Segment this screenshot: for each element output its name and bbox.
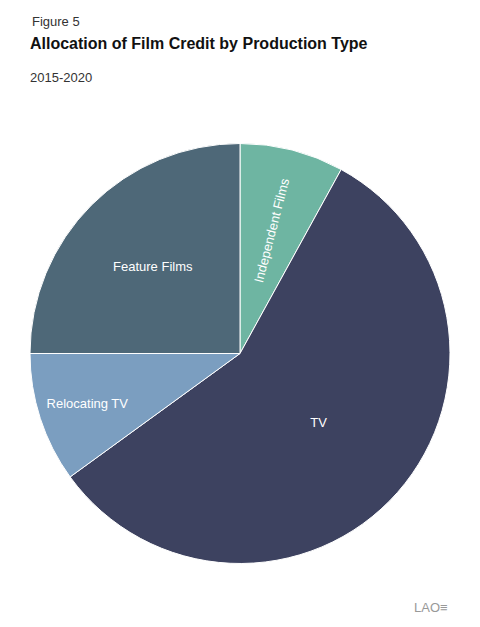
- svg-text:2015-2020: 2015-2020: [30, 70, 92, 85]
- svg-text:Allocation of Film Credit by P: Allocation of Film Credit by Production …: [30, 35, 368, 52]
- svg-text:Relocating TV: Relocating TV: [47, 396, 129, 411]
- svg-text:LAO≡: LAO≡: [414, 600, 448, 615]
- svg-text:Independent Films: Independent Films: [251, 176, 292, 284]
- svg-text:Feature Films: Feature Films: [113, 259, 193, 274]
- svg-text:Figure 5: Figure 5: [32, 14, 80, 29]
- svg-text:TV: TV: [310, 415, 327, 430]
